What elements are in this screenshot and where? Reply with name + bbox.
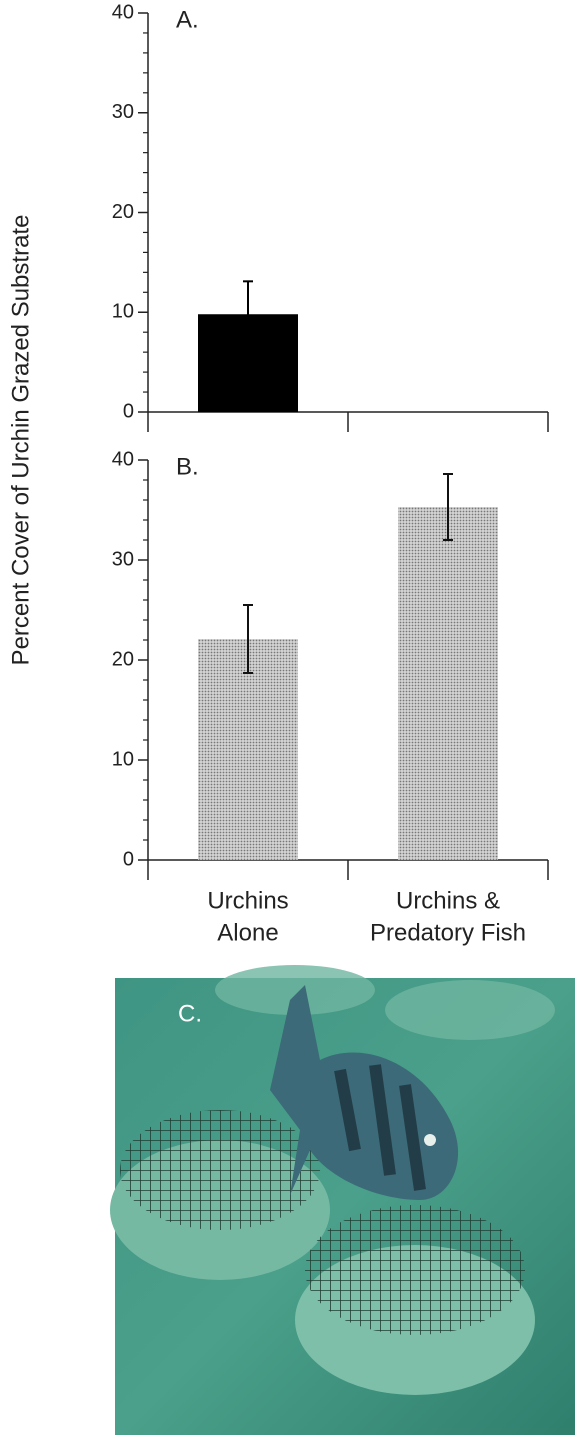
photo-cage (120, 1110, 320, 1230)
photo (110, 965, 575, 1435)
y-tick-label: 30 (112, 548, 134, 570)
bar (198, 639, 298, 860)
y-tick-label: 40 (112, 1, 134, 23)
photo-label: C. (178, 1000, 202, 1027)
y-tick-label: 10 (112, 301, 134, 323)
panel-label: A. (176, 6, 199, 33)
y-tick-label: 30 (112, 101, 134, 123)
x-tick-label: Alone (217, 919, 278, 946)
y-tick-label: 10 (112, 748, 134, 770)
y-tick-label: 0 (123, 848, 134, 870)
x-tick-label: Urchins & (396, 887, 500, 914)
photo-fish-eye (424, 1134, 436, 1146)
bar (398, 507, 498, 860)
x-tick-label: Predatory Fish (370, 919, 526, 946)
y-tick-label: 40 (112, 448, 134, 470)
photo-cage-base (215, 965, 375, 1015)
photo-cage (305, 1205, 525, 1335)
photo-fish-stripes (334, 1064, 426, 1191)
x-tick-label: Urchins (207, 887, 288, 914)
y-tick-label: 20 (112, 648, 134, 670)
y-axis-label: Percent Cover of Urchin Grazed Substrate (7, 215, 34, 666)
panel-label: B. (176, 453, 199, 480)
photo-cage-base (385, 980, 555, 1040)
y-tick-label: 20 (112, 201, 134, 223)
y-tick-label: 0 (123, 400, 134, 422)
